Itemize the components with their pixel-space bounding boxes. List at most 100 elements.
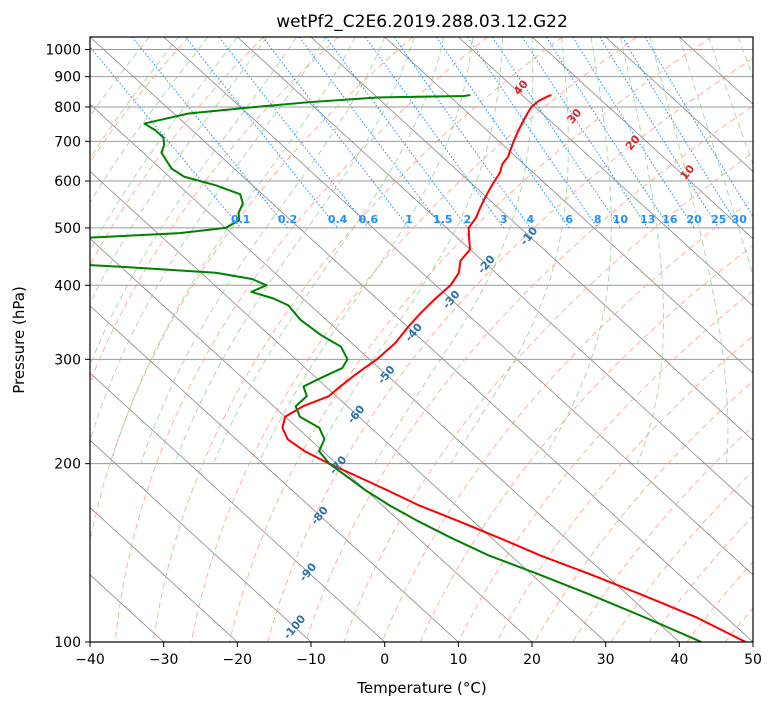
y-axis-label: Pressure (hPa) bbox=[10, 286, 28, 394]
isotherm-line bbox=[90, 507, 238, 642]
mixing-ratio-label: 16 bbox=[662, 213, 678, 226]
mixing-ratio-label: 4 bbox=[526, 213, 534, 226]
isotherm-line bbox=[90, 372, 385, 642]
y-tick-label: 400 bbox=[54, 278, 81, 294]
mixing-ratio-label: 0.4 bbox=[328, 213, 348, 226]
dry-adiabat-line bbox=[381, 198, 753, 642]
mixing-ratio-label: 1 bbox=[405, 213, 413, 226]
isotherm-line bbox=[90, 305, 459, 642]
mixing-ratio-label: 6 bbox=[565, 213, 573, 226]
dry-adiabat-line bbox=[648, 515, 753, 642]
isobar-grid bbox=[90, 49, 753, 642]
dry-adiabat-line bbox=[229, 37, 713, 642]
x-tick-label: 10 bbox=[449, 652, 467, 668]
moist-adiabat-line bbox=[257, 37, 474, 464]
sounding-profiles bbox=[90, 94, 747, 642]
mixing-ratio-line bbox=[545, 37, 671, 229]
y-tick-label: 700 bbox=[54, 134, 81, 150]
chart-title: wetPf2_C2E6.2019.288.03.12.G22 bbox=[276, 12, 568, 32]
mixing-ratio-line bbox=[393, 37, 531, 229]
dry-adiabat-line bbox=[114, 37, 488, 642]
isotherm-line bbox=[163, 37, 753, 576]
dry-adiabat-line bbox=[572, 425, 753, 642]
dry-adiabat-line bbox=[90, 37, 264, 267]
y-tick-label: 900 bbox=[54, 70, 81, 86]
dry-adiabat-line bbox=[267, 57, 753, 642]
x-axis-label: Temperature (°C) bbox=[356, 679, 486, 697]
y-tick-label: 800 bbox=[54, 100, 81, 116]
mixing-ratio-label: 20 bbox=[686, 213, 702, 226]
y-axis: 1000 900 800 700 600 500 400 300 200 100 bbox=[45, 43, 90, 651]
x-tick-label: 50 bbox=[744, 652, 762, 668]
moist-adiabat-line bbox=[140, 37, 386, 464]
dry-adiabat-line bbox=[90, 37, 339, 384]
x-axis: −40 −30 −20 −10 0 10 20 30 40 50 bbox=[75, 642, 762, 668]
isotherm-line bbox=[90, 238, 533, 642]
dry-adiabat-line bbox=[305, 105, 753, 642]
y-tick-label: 1000 bbox=[45, 43, 81, 59]
plot-frame bbox=[89, 36, 754, 643]
x-tick-label: 20 bbox=[523, 652, 541, 668]
mixing-ratio-line bbox=[131, 37, 288, 229]
isotherm-line bbox=[605, 37, 753, 172]
isotherm-line bbox=[90, 103, 680, 642]
mixing-ratio-lines bbox=[90, 37, 753, 229]
mixing-ratio-line bbox=[185, 37, 338, 229]
isotherm-line bbox=[237, 37, 753, 509]
dry-adiabat-line bbox=[90, 37, 190, 164]
isotherm-line bbox=[90, 37, 753, 642]
dry-adiabat-line bbox=[343, 152, 753, 642]
dry-adiabat-line bbox=[457, 290, 753, 642]
mixing-ratio-label: 0.2 bbox=[278, 213, 298, 226]
x-tick-label: −40 bbox=[75, 652, 105, 668]
moist-adiabat-line bbox=[90, 37, 209, 204]
temperature-profile-line bbox=[281, 94, 747, 642]
moist-adiabat-line bbox=[110, 37, 356, 464]
mixing-ratio-label: 30 bbox=[732, 213, 748, 226]
isotherm-line bbox=[90, 170, 606, 642]
mixing-ratio-line bbox=[621, 37, 740, 229]
moist-adiabat-line bbox=[374, 37, 534, 464]
mixing-ratio-line bbox=[572, 37, 695, 229]
mixing-ratio-label: 1.5 bbox=[433, 213, 453, 226]
x-tick-label: 30 bbox=[597, 652, 615, 668]
moist-adiabat-line bbox=[310, 37, 504, 464]
moist-adiabat-line bbox=[450, 37, 569, 464]
y-tick-label: 200 bbox=[54, 457, 81, 473]
moist-adiabat-label: 0 bbox=[749, 208, 764, 222]
mixing-ratio-line bbox=[298, 37, 444, 229]
moist-adiabat-line bbox=[90, 37, 268, 305]
x-tick-label: −30 bbox=[149, 652, 179, 668]
x-tick-label: −20 bbox=[223, 652, 253, 668]
y-tick-label: 100 bbox=[54, 635, 81, 651]
mixing-ratio-label: 2 bbox=[464, 213, 472, 226]
isotherm-line bbox=[458, 37, 753, 307]
moist-adiabat-line bbox=[90, 37, 238, 252]
y-tick-label: 500 bbox=[54, 221, 81, 237]
mixing-ratio-line bbox=[90, 46, 242, 229]
mixing-ratio-label: 10 bbox=[613, 213, 629, 226]
moist-adiabats bbox=[90, 37, 753, 464]
mixing-ratio-label: 3 bbox=[500, 213, 508, 226]
y-tick-label: 600 bbox=[54, 174, 81, 190]
isotherm-line bbox=[531, 37, 753, 240]
x-tick-label: −10 bbox=[296, 652, 326, 668]
mixing-ratio-line bbox=[364, 37, 505, 229]
dry-adiabat-line bbox=[152, 37, 563, 642]
dewpoint-profile-line bbox=[90, 94, 702, 642]
isotherm-line bbox=[384, 37, 753, 374]
mixing-ratio-label: 0.6 bbox=[359, 213, 379, 226]
mixing-ratio-label: 0.1 bbox=[231, 213, 251, 226]
mixing-ratio-line bbox=[262, 37, 410, 229]
isotherm-line bbox=[90, 439, 312, 642]
y-tick-label: 300 bbox=[54, 352, 81, 368]
mixing-ratio-line bbox=[325, 37, 468, 229]
mixing-ratio-line bbox=[521, 37, 649, 229]
mixing-ratio-line bbox=[436, 37, 570, 229]
isotherm-line bbox=[310, 37, 753, 441]
moist-adiabat-line bbox=[90, 37, 327, 443]
x-tick-label: 40 bbox=[670, 652, 688, 668]
dry-adiabat-line bbox=[419, 244, 753, 642]
isotherm-grid bbox=[90, 37, 753, 642]
